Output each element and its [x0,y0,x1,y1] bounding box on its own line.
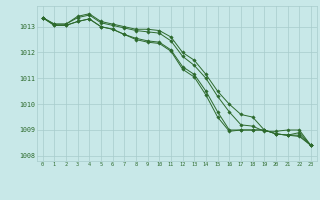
Text: Graphe pression niveau de la mer (hPa): Graphe pression niveau de la mer (hPa) [72,179,248,188]
